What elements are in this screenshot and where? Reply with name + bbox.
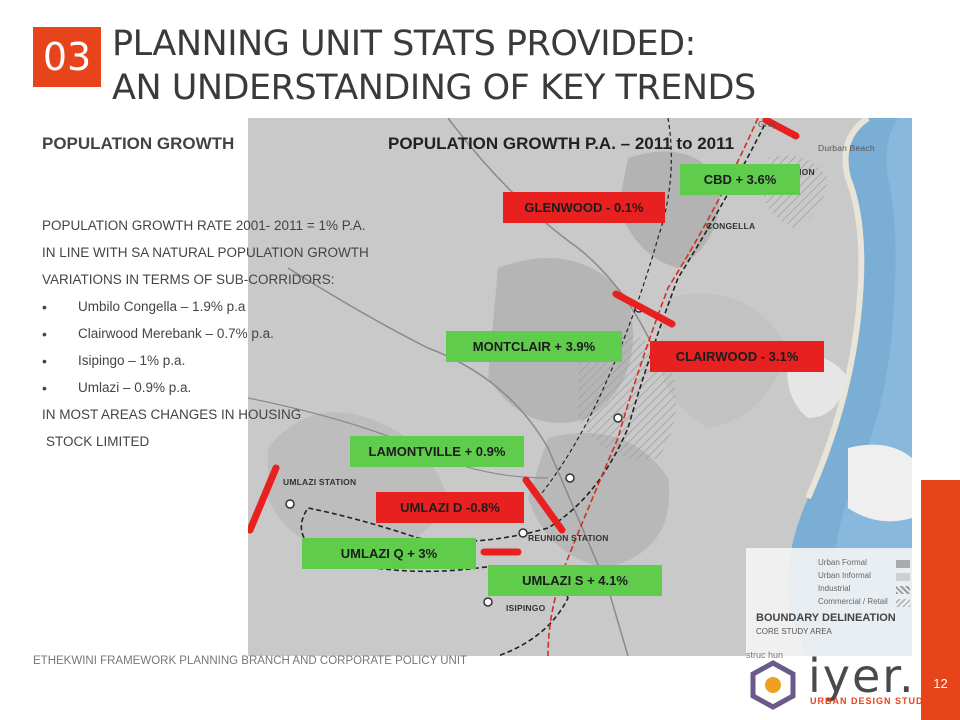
accent-side-bar xyxy=(921,480,960,720)
bullet-item: Umbilo Congella – 1.9% p.a xyxy=(42,297,442,324)
tag-montclair: MONTCLAIR + 3.9% xyxy=(446,331,622,362)
tag-lamontville: LAMONTVILLE + 0.9% xyxy=(350,436,524,467)
bullet-item: Umlazi – 0.9% p.a. xyxy=(42,378,442,405)
tag-cbd: CBD + 3.6% xyxy=(680,164,800,195)
note-line: IN MOST AREAS CHANGES IN HOUSING xyxy=(42,407,302,422)
logo-hexagon-icon xyxy=(750,660,796,710)
slide-title-line-2: AN UNDERSTANDING OF KEY TRENDS xyxy=(112,68,756,108)
legend-item: Urban Informal xyxy=(818,571,910,584)
map-legend: Urban Formal Urban Informal Industrial C… xyxy=(818,558,910,610)
map-label-station: ATION xyxy=(788,167,815,177)
boundary-delineation-subtitle: CORE STUDY AREA xyxy=(756,627,832,636)
bullet-item: Clairwood Merebank – 0.7% p.a. xyxy=(42,324,442,351)
population-growth-heading: POPULATION GROWTH xyxy=(42,134,235,153)
page-number: 12 xyxy=(933,676,948,691)
boundary-delineation-title: BOUNDARY DELINEATION xyxy=(756,612,896,624)
map-label-grey: Grey xyxy=(758,119,778,129)
footer-organisation: ETHEKWINI FRAMEWORK PLANNING BRANCH AND … xyxy=(33,655,468,667)
section-number-badge: 03 xyxy=(33,27,101,87)
tag-glenwood: GLENWOOD - 0.1% xyxy=(503,192,665,223)
note-line: IN LINE WITH SA NATURAL POPULATION GROWT… xyxy=(42,245,369,260)
note-line: VARIATIONS IN TERMS OF SUB-CORRIDORS: xyxy=(42,272,335,287)
map-label-congella: CONGELLA xyxy=(706,221,756,231)
tag-clairwood: CLAIRWOOD - 3.1% xyxy=(650,341,824,372)
map-heading: POPULATION GROWTH P.A. – 2011 to 2011 xyxy=(388,134,735,153)
logo-subtitle: URBAN DESIGN STUDIO xyxy=(810,696,936,706)
slide-title: PLANNING UNIT STATS PROVIDED: AN UNDERST… xyxy=(112,22,832,110)
slide-title-line-1: PLANNING UNIT STATS PROVIDED: xyxy=(112,24,696,64)
legend-swatch xyxy=(896,573,910,581)
bullet-item: Isipingo – 1% p.a. xyxy=(42,351,442,378)
note-line: POPULATION GROWTH RATE 2001- 2011 = 1% P… xyxy=(42,218,366,233)
legend-panel xyxy=(746,548,912,656)
legend-item: Commercial / Retail xyxy=(818,597,910,610)
logo-top-text: struc hun xyxy=(746,650,784,660)
legend-item: Industrial xyxy=(818,584,910,597)
tag-umlazi-s: UMLAZI S + 4.1% xyxy=(488,565,662,596)
tag-umlazi-q: UMLAZI Q + 3% xyxy=(302,538,476,569)
tag-umlazi-d: UMLAZI D -0.8% xyxy=(376,492,524,523)
note-line: STOCK LIMITED xyxy=(46,434,150,449)
map-label-reunion-station: REUNION STATION xyxy=(528,533,609,543)
map-label-isipingo: ISIPINGO xyxy=(506,603,546,613)
legend-swatch xyxy=(896,586,910,594)
map-label-durban-beach: Durban Beach xyxy=(818,143,875,153)
map-label-umlazi-station: UMLAZI STATION xyxy=(283,477,357,487)
legend-swatch xyxy=(896,599,910,607)
legend-swatch xyxy=(896,560,910,568)
population-notes: POPULATION GROWTH RATE 2001- 2011 = 1% P… xyxy=(42,216,442,459)
legend-item: Urban Formal xyxy=(818,558,910,571)
logo-name: iyer. xyxy=(808,649,916,703)
